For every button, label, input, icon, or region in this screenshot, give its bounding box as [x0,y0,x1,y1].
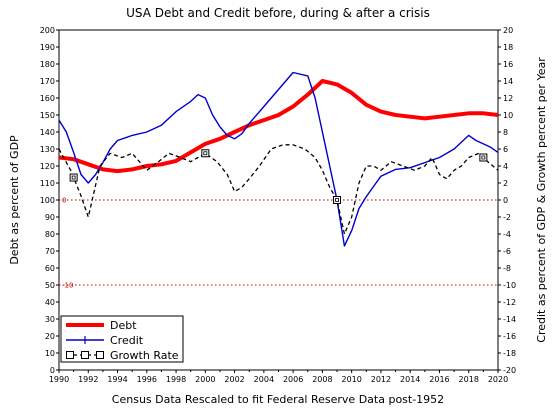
y2-tick-label: 2 [503,179,508,188]
x-tick-label: 1998 [166,375,186,384]
y-tick-label: 110 [40,179,55,188]
series-line-growth-rate [58,144,499,235]
y-tick-label: 60 [45,264,55,273]
y-axis-ticks: 0 10 20 30 40 50 60 70 80 90 100 110 120 130 140 150 160… [40,26,59,375]
reference-line-label: 0 [62,197,66,205]
y2-tick-label: -8 [503,264,511,273]
legend-label: Credit [110,334,144,347]
series-line-debt [58,79,499,174]
legend-growth-marker [96,351,104,359]
y-tick-label: 120 [40,162,55,171]
growth-rate-marker-inner [203,151,208,156]
growth-rate-marker-inner [71,175,76,180]
y-tick-label: 0 [50,366,55,375]
y2-tick-label: -16 [503,332,516,341]
x-tick-label: 2008 [312,375,332,384]
y2-tick-label: 6 [503,145,508,154]
y2-tick-label: 18 [503,43,513,52]
x-axis-ticks: 1990 1992 1994 1996 1998 2000 2002 2004 2006 2008… [49,370,508,384]
y-tick-label: 70 [45,247,55,256]
y-tick-label: 160 [40,94,55,103]
x-tick-label: 2014 [400,375,420,384]
y2-tick-label: -4 [503,230,511,239]
x-tick-label: 1996 [137,375,157,384]
x-tick-label: 2006 [283,375,303,384]
y-tick-label: 140 [40,128,55,137]
y2-axis-label: Credit as percent of GDP & Growth percen… [535,57,548,343]
x-tick-label: 1994 [107,375,127,384]
legend-growth-marker [66,351,74,359]
growth-rate-marker-inner [335,198,339,202]
y2-tick-label: 4 [503,162,508,171]
y-tick-label: 40 [45,298,55,307]
y-tick-label: 170 [40,77,55,86]
growth-rate-marker [201,149,210,158]
x-tick-label: 1990 [49,375,69,384]
x-tick-label: 2016 [429,375,449,384]
y2-tick-label: 12 [503,94,513,103]
y-tick-label: 10 [45,349,55,358]
reference-lines: 0 -10 [59,197,498,290]
growth-rate-marker-inner [481,155,486,160]
y2-tick-label: 20 [503,26,513,35]
y-tick-label: 190 [40,43,55,52]
y2-tick-label: -18 [503,349,516,358]
y-tick-label: 200 [40,26,55,35]
x-tick-label: 2020 [488,375,508,384]
series-layer [58,71,499,247]
chart-title: USA Debt and Credit before, during & aft… [126,6,430,20]
y-tick-label: 130 [40,145,55,154]
y2-tick-label: -20 [503,366,516,375]
x-tick-label: 2018 [459,375,479,384]
y-tick-label: 180 [40,60,55,69]
y2-tick-label: -12 [503,298,516,307]
y2-tick-label: 8 [503,128,508,137]
x-tick-label: 2004 [254,375,274,384]
y2-axis-ticks: -20-18-16-14-12-10-8-6-4-202468101214161… [498,26,516,375]
y-axis-label: Debt as percent of GDP [8,135,21,265]
y-tick-label: 80 [45,230,55,239]
y-tick-label: 20 [45,332,55,341]
x-tick-label: 1992 [78,375,98,384]
y2-tick-label: -6 [503,247,511,256]
growth-rate-marker [333,196,342,204]
y2-tick-label: 0 [503,196,508,205]
x-tick-label: 2012 [371,375,391,384]
x-tick-label: 2000 [195,375,215,384]
x-tick-label: 2002 [224,375,244,384]
legend: Debt Credit Growth Rate [60,315,184,363]
y2-tick-label: -10 [503,281,516,290]
y2-tick-label: -2 [503,213,511,222]
y-tick-label: 100 [40,196,55,205]
y2-tick-label: 10 [503,111,513,120]
y2-tick-label: 14 [503,77,513,86]
y-tick-label: 50 [45,281,55,290]
reference-line-label: -10 [62,282,73,290]
y-tick-label: 90 [45,213,55,222]
growth-rate-marker [479,153,488,162]
legend-growth-marker [81,351,89,359]
y-tick-label: 150 [40,111,55,120]
y-tick-label: 30 [45,315,55,324]
legend-label: Debt [110,319,137,332]
y2-tick-label: 16 [503,60,513,69]
x-tick-label: 2010 [341,375,361,384]
legend-label: Growth Rate [110,349,179,362]
x-axis-label: Census Data Rescaled to fit Federal Rese… [112,393,444,406]
series-line-credit [58,71,499,247]
y2-tick-label: -14 [503,315,516,324]
growth-rate-marker [69,173,78,182]
